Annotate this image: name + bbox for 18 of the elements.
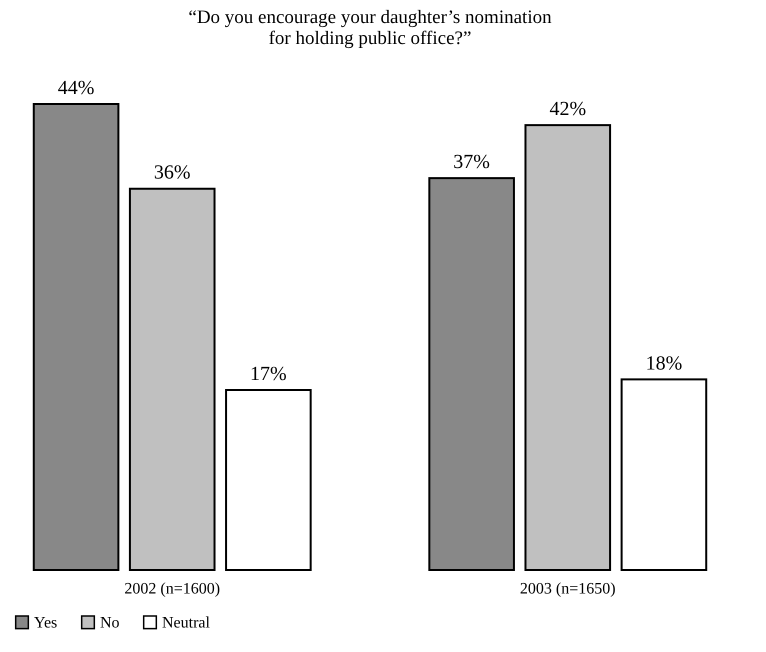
bar <box>620 378 708 571</box>
x-tick-label: 2002 (n=1600) <box>124 580 220 598</box>
data-label: 42% <box>549 98 586 120</box>
data-label: 37% <box>453 151 490 174</box>
legend-label: Neutral <box>162 614 211 632</box>
data-label: 18% <box>646 352 682 374</box>
chart-title: “Do you encourage your daughter’s nomination for holding public office?” <box>188 7 552 49</box>
data-label: 44% <box>58 77 94 99</box>
bar <box>32 103 120 571</box>
data-label: 36% <box>154 162 191 184</box>
x-tick-label: 2003 (n=1650) <box>520 580 616 598</box>
data-label: 17% <box>250 362 287 385</box>
bar <box>428 177 515 571</box>
legend-label: Yes <box>34 614 58 632</box>
bar <box>225 388 312 571</box>
legend-label: No <box>100 614 120 632</box>
bar <box>128 188 216 571</box>
bar <box>524 124 612 571</box>
